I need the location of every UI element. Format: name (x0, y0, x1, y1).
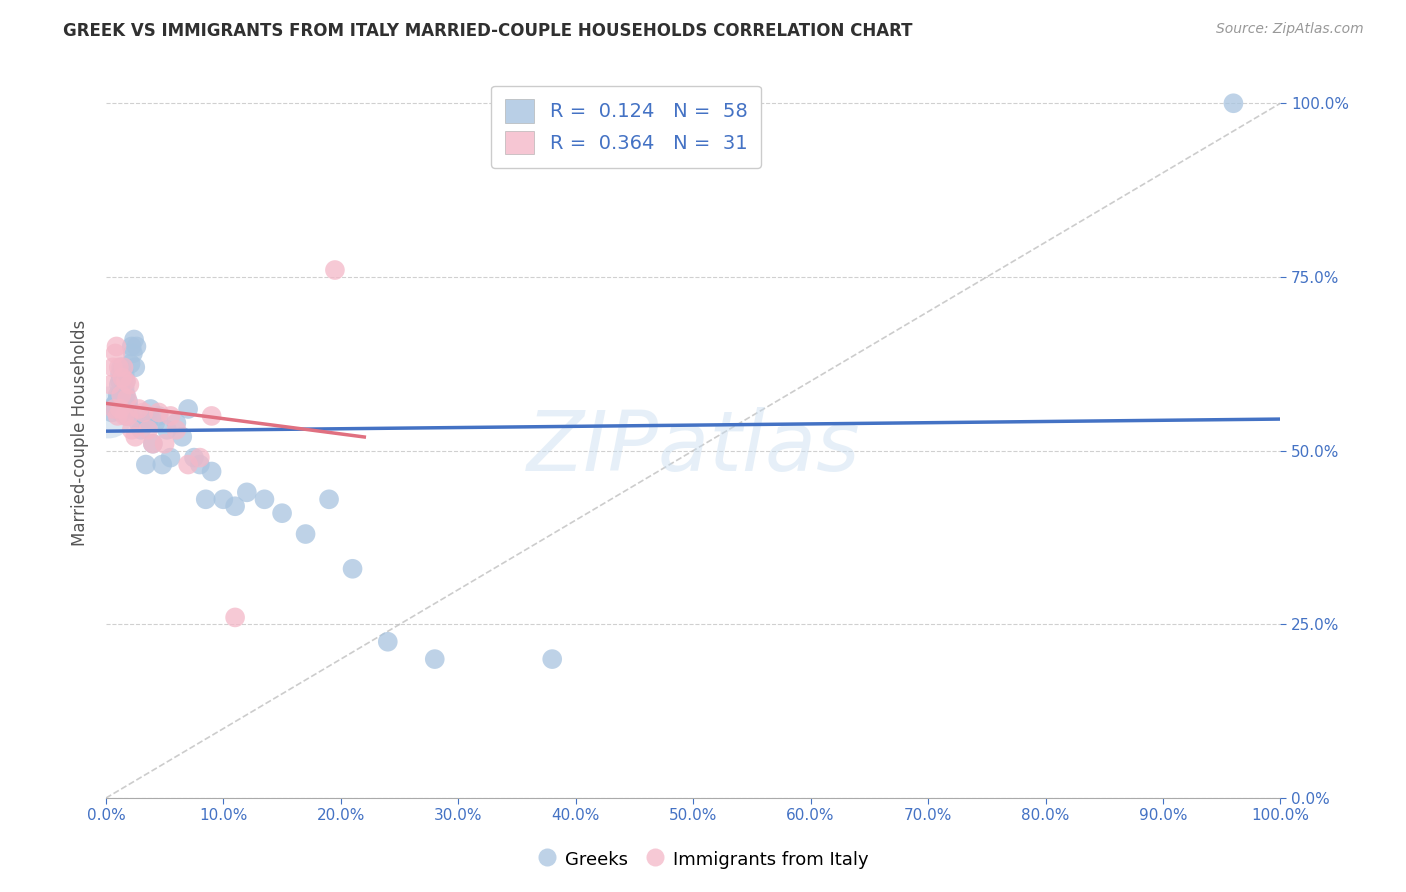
Point (118, 401, 141, 416)
Point (342, 562, 364, 576)
Point (101, 360, 124, 375)
Point (132, 405, 155, 419)
Point (271, 506, 294, 520)
Point (188, 450, 211, 465)
Point (128, 401, 150, 416)
Text: Source: ZipAtlas.com: Source: ZipAtlas.com (1216, 22, 1364, 37)
Point (165, 423, 187, 437)
Point (117, 409, 139, 423)
Point (110, 388, 132, 402)
Point (101, 405, 124, 419)
Point (177, 401, 200, 416)
Point (104, 346, 127, 360)
Point (201, 409, 224, 423)
Point (97, 405, 120, 419)
Point (121, 339, 143, 353)
Point (100, 377, 122, 392)
Point (541, 652, 564, 666)
Point (150, 458, 173, 472)
Point (108, 368, 131, 382)
Point (1222, 96, 1244, 111)
Point (165, 416, 187, 430)
Point (107, 392, 129, 406)
Point (212, 492, 235, 507)
Point (135, 458, 157, 472)
Point (108, 374, 131, 388)
Point (177, 458, 200, 472)
Point (159, 409, 181, 423)
Point (172, 430, 194, 444)
Point (114, 409, 136, 423)
Point (114, 381, 136, 395)
Point (112, 360, 135, 375)
Point (318, 492, 340, 507)
Point (121, 423, 143, 437)
Point (115, 409, 138, 423)
Point (108, 401, 131, 416)
Text: GREEK VS IMMIGRANTS FROM ITALY MARRIED-COUPLE HOUSEHOLDS CORRELATION CHART: GREEK VS IMMIGRANTS FROM ITALY MARRIED-C… (63, 22, 912, 40)
Point (104, 401, 127, 416)
Point (115, 392, 138, 406)
Point (423, 652, 446, 666)
Point (103, 399, 125, 413)
Point (183, 450, 205, 465)
Point (323, 263, 346, 277)
Point (117, 395, 139, 409)
Point (125, 339, 148, 353)
Point (153, 436, 176, 450)
Point (129, 423, 152, 437)
Point (159, 450, 181, 465)
Point (114, 368, 136, 382)
Point (108, 360, 131, 375)
Point (143, 416, 166, 430)
Legend: Greeks, Immigrants from Italy: Greeks, Immigrants from Italy (530, 843, 876, 876)
Point (107, 409, 129, 423)
Point (136, 416, 159, 430)
Legend: R =  0.124   N =  58, R =  0.364   N =  31: R = 0.124 N = 58, R = 0.364 N = 31 (492, 86, 761, 168)
Point (112, 374, 135, 388)
Point (142, 436, 165, 450)
Point (148, 405, 170, 419)
Point (111, 370, 134, 384)
Point (110, 360, 132, 375)
Point (115, 374, 138, 388)
Point (294, 527, 316, 541)
Point (115, 374, 138, 388)
Point (224, 610, 246, 624)
Point (201, 465, 224, 479)
Point (224, 500, 246, 514)
Point (148, 409, 170, 423)
Point (128, 416, 150, 430)
Point (124, 430, 146, 444)
Point (120, 357, 142, 371)
Point (105, 339, 128, 353)
Text: ZIPatlas: ZIPatlas (526, 408, 860, 489)
Point (194, 492, 217, 507)
Point (105, 395, 128, 409)
Y-axis label: Married-couple Households: Married-couple Households (72, 320, 89, 547)
Point (110, 405, 132, 419)
Point (108, 377, 131, 392)
Point (142, 436, 165, 450)
Point (118, 377, 141, 392)
Point (115, 388, 138, 402)
Point (139, 401, 162, 416)
Point (156, 423, 179, 437)
Point (122, 333, 145, 347)
Point (122, 346, 145, 360)
Point (111, 399, 134, 413)
Point (236, 485, 259, 500)
Point (112, 395, 135, 409)
Point (136, 423, 159, 437)
Point (253, 492, 276, 507)
Point (124, 360, 146, 375)
Point (132, 412, 155, 426)
Point (103, 401, 125, 416)
Point (188, 458, 211, 472)
Point (107, 388, 129, 402)
Point (377, 634, 399, 648)
